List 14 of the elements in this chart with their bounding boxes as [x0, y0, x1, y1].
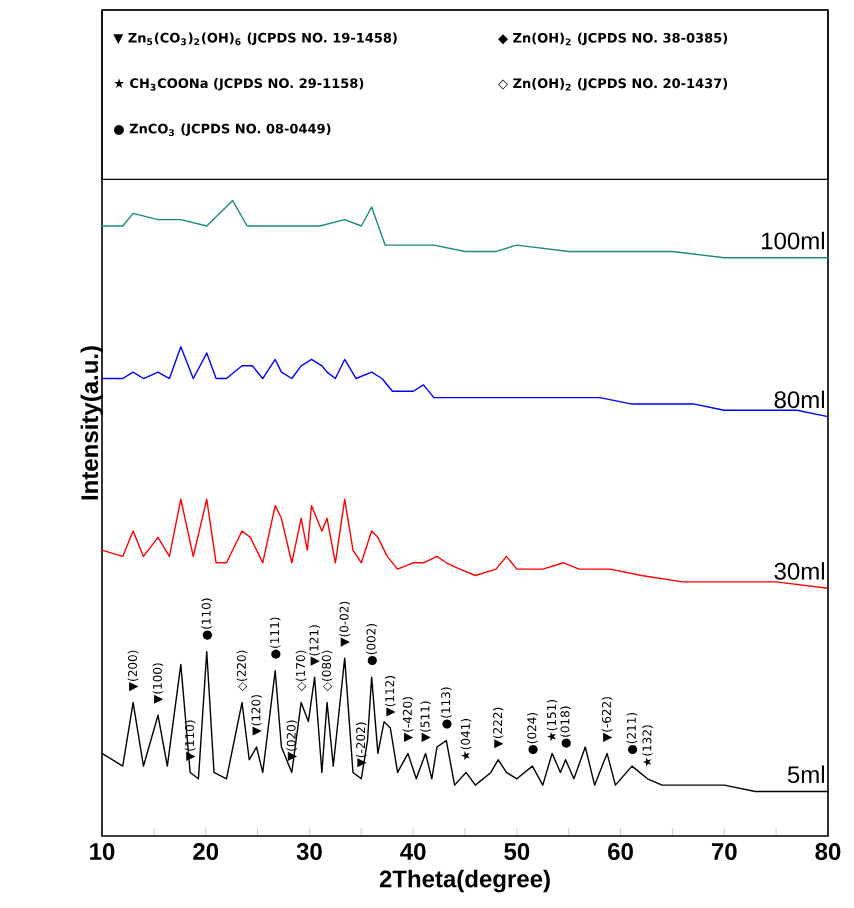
x-tick-label: 60: [608, 843, 633, 861]
series-label: 30ml: [774, 562, 824, 580]
x-tick-label: 70: [711, 843, 737, 861]
x-tick-label: 50: [504, 843, 530, 861]
series-label: 80ml: [774, 390, 824, 409]
x-tick-label: 80: [815, 843, 841, 861]
x-tick-label: 30: [296, 843, 322, 861]
x-tick-label: 40: [400, 843, 426, 861]
series-label: 100ml: [762, 231, 824, 250]
x-tick-label: 20: [193, 843, 219, 861]
series-label: 5ml: [787, 765, 824, 784]
x-tick-label: 10: [90, 843, 115, 861]
x-axis-title: 2Theta(degree): [379, 869, 550, 893]
y-axis-title: Intensity(a.u.): [80, 346, 103, 500]
